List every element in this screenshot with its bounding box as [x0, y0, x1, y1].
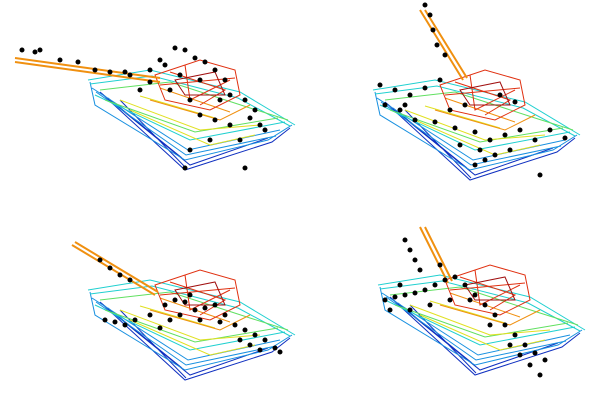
tank-wireframe [378, 265, 585, 375]
barrel [420, 227, 452, 283]
panel-bottom-left [72, 242, 295, 380]
panel-top-right [373, 5, 580, 180]
tank-wireframe [88, 270, 295, 380]
page: {} [0, 0, 594, 412]
panel-bottom-right [378, 227, 585, 375]
figure [0, 0, 594, 412]
barrel [15, 58, 160, 82]
panel-top-left [15, 48, 295, 170]
barrel [420, 10, 467, 80]
